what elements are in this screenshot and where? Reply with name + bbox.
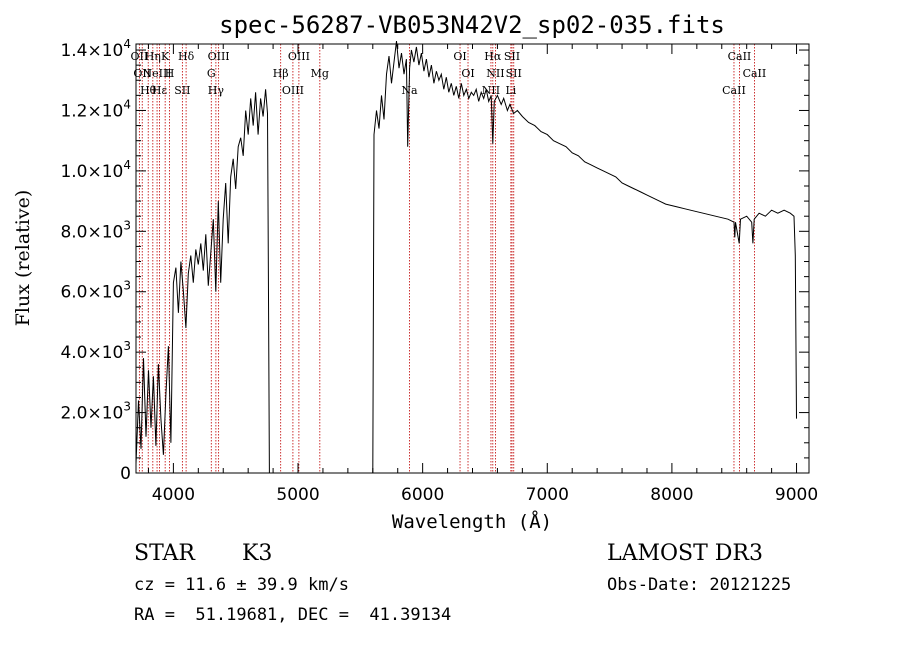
line-label: Mg	[311, 67, 329, 80]
observation-date: Obs-Date: 20121225	[607, 575, 791, 595]
line-label: OII	[133, 67, 151, 80]
x-tick-label: 6000	[401, 485, 444, 505]
plot-frame	[135, 43, 810, 474]
x-tick-label: 7000	[526, 485, 569, 505]
y-tick-label: 4.0×103	[60, 339, 131, 363]
line-label: Hθ	[140, 84, 157, 97]
survey-name: LAMOST DR3	[607, 541, 763, 566]
chart-title: spec-56287-VB053N42V2_sp02-035.fits	[219, 11, 725, 39]
line-label: OIII	[282, 84, 304, 97]
redshift-cz: cz = 11.6 ± 39.9 km/s	[134, 575, 349, 595]
line-label: Hδ	[178, 50, 195, 63]
y-tick-label: 6.0×103	[60, 279, 131, 303]
x-tick-label: 5000	[276, 485, 319, 505]
line-label: NeIII	[142, 67, 171, 80]
line-label: CaII	[728, 50, 752, 63]
object-subclass: K3	[242, 541, 272, 566]
line-label: OI	[461, 67, 474, 80]
y-axis-label: Flux (relative)	[12, 190, 34, 327]
x-tick-label: 8000	[650, 485, 693, 505]
line-label: OII	[131, 50, 149, 63]
line-label: OIII	[208, 50, 230, 63]
y-tick-label: 1.0×104	[60, 158, 131, 182]
x-axis-ticks: 4000 5000 6000 7000 8000 9000	[147, 44, 818, 505]
line-label: Hα	[484, 50, 502, 63]
line-label: SII	[506, 67, 522, 80]
y-axis-ticks: 0 2.0×103 4.0×103 6.0×103 8.0×103 1.0×104 1.2×…	[60, 37, 809, 484]
y-tick-label: 8.0×103	[60, 218, 131, 242]
line-labels: OII OII Hθ Hη NeIII Hε KH SII Hδ G Hγ OIII Hβ OIII OII…	[131, 50, 767, 97]
y-tick-label: 1.4×104	[60, 37, 131, 61]
x-axis-label: Wavelength (Å)	[392, 510, 552, 533]
line-label: CaII	[743, 67, 767, 80]
line-label: Hγ	[208, 84, 225, 97]
y-tick-label: 2.0×103	[60, 400, 131, 424]
line-label: Li	[505, 84, 516, 97]
line-label: NII	[486, 67, 504, 80]
object-class: STAR	[134, 541, 196, 566]
line-label: Hε	[152, 84, 168, 97]
line-label: Hβ	[273, 67, 289, 80]
line-label: NII	[482, 84, 500, 97]
y-tick-label: 1.2×104	[60, 97, 131, 121]
line-label: K	[161, 50, 170, 63]
line-label: CaII	[722, 84, 746, 97]
spectrum-line	[135, 40, 797, 474]
coordinates: RA = 51.19681, DEC = 41.39134	[134, 605, 451, 625]
line-label: H	[165, 67, 175, 80]
line-label: G	[207, 67, 216, 80]
line-label: OI	[453, 50, 466, 63]
line-label: SII	[504, 50, 520, 63]
line-label: Hη	[145, 50, 161, 63]
x-tick-label: 9000	[775, 485, 818, 505]
y-tick-label: 0	[120, 464, 131, 484]
line-label: SII	[174, 84, 190, 97]
line-label: Na	[401, 84, 418, 97]
x-tick-label: 4000	[152, 485, 195, 505]
line-markers	[138, 44, 755, 473]
line-label: OIII	[288, 50, 310, 63]
